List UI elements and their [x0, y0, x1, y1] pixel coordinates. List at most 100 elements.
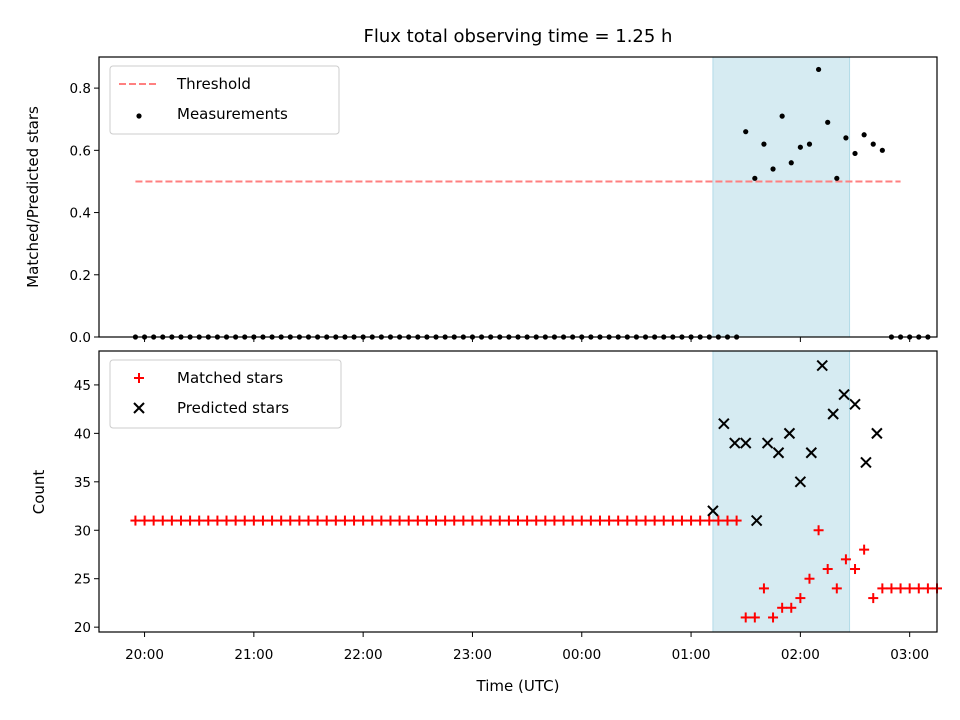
data-point	[750, 514, 763, 527]
y-tick-label: 0.4	[70, 206, 91, 222]
data-point	[585, 515, 596, 526]
data-point	[904, 583, 915, 594]
data-point	[795, 593, 806, 604]
y-tick-label: 40	[74, 426, 91, 442]
data-point	[631, 515, 642, 526]
data-point	[576, 515, 587, 526]
data-point	[752, 175, 758, 181]
y-tick-label: 0.0	[70, 330, 91, 346]
data-point	[385, 515, 396, 526]
data-point	[886, 583, 897, 594]
data-point	[440, 515, 451, 526]
data-point	[467, 515, 478, 526]
data-point	[166, 515, 177, 526]
data-point	[157, 515, 168, 526]
data-point	[816, 359, 828, 372]
data-point	[622, 515, 633, 526]
legend-swatch-plus	[134, 373, 144, 383]
y-tick-label: 0.2	[70, 268, 91, 284]
data-point	[604, 515, 615, 526]
legend: Matched stars Predicted stars	[109, 359, 342, 429]
data-point	[879, 147, 885, 153]
data-point	[640, 515, 651, 526]
data-point	[788, 160, 794, 166]
data-point	[394, 515, 405, 526]
data-point	[567, 515, 578, 526]
data-point	[376, 515, 387, 526]
data-point	[485, 515, 496, 526]
top-y-axis-label: Matched/Predicted stars	[24, 106, 42, 288]
x-tick-label: 03:00	[890, 647, 929, 663]
data-point	[740, 437, 752, 449]
data-point	[704, 515, 715, 526]
data-point	[895, 583, 906, 594]
data-point	[813, 525, 824, 536]
data-point	[859, 544, 870, 555]
x-axis-label: Time (UTC)	[476, 677, 560, 695]
data-point	[513, 515, 523, 526]
x-tick-label: 01:00	[672, 647, 711, 663]
data-point	[834, 175, 840, 181]
data-point	[877, 583, 888, 594]
data-point	[840, 554, 851, 565]
x-tick-label: 20:00	[125, 647, 164, 663]
data-point	[749, 612, 760, 623]
data-point	[649, 515, 660, 526]
data-point	[239, 515, 250, 526]
data-point	[203, 515, 214, 526]
data-point	[494, 515, 505, 526]
data-point	[321, 515, 332, 526]
data-point	[861, 132, 867, 138]
data-point	[806, 141, 813, 147]
legend-label: Threshold	[176, 75, 251, 93]
data-point	[849, 398, 861, 411]
data-point	[367, 515, 378, 526]
data-point	[686, 515, 697, 526]
data-point	[722, 515, 733, 526]
legend: Threshold Measurements	[109, 65, 340, 135]
data-point	[761, 141, 767, 147]
y-tick-label: 30	[74, 523, 91, 539]
x-tick-label: 23:00	[453, 647, 492, 663]
data-point	[676, 515, 687, 526]
data-point	[403, 515, 414, 526]
data-point	[349, 515, 360, 526]
y-tick-label: 0.8	[70, 81, 91, 97]
y-tick-label: 20	[74, 620, 91, 636]
y-tick-label: 25	[74, 572, 91, 588]
data-point	[797, 144, 803, 150]
data-point	[148, 515, 159, 526]
legend-label: Measurements	[177, 105, 288, 123]
data-point	[276, 515, 287, 526]
legend-swatch-x	[133, 402, 145, 414]
data-point	[667, 515, 678, 526]
data-point	[412, 515, 423, 526]
data-point	[815, 66, 822, 73]
data-point	[786, 602, 797, 613]
data-point	[476, 515, 487, 526]
data-point	[805, 447, 818, 459]
data-point	[312, 515, 323, 526]
data-point	[777, 602, 788, 613]
x-tick-label: 00:00	[562, 647, 601, 663]
data-point	[850, 564, 861, 575]
series-matched-stars	[130, 515, 942, 623]
data-point	[783, 427, 796, 440]
data-point	[729, 437, 741, 449]
data-point	[421, 515, 432, 526]
data-point	[822, 564, 833, 575]
data-point	[913, 583, 924, 594]
x-tick-label: 02:00	[781, 647, 820, 663]
data-point	[230, 515, 241, 526]
data-point	[175, 515, 186, 526]
data-point	[768, 612, 779, 623]
data-point	[825, 119, 831, 125]
data-point	[868, 593, 879, 604]
legend-label: Predicted stars	[177, 399, 289, 417]
series-predicted-stars	[707, 359, 883, 527]
data-point	[794, 476, 807, 488]
data-point	[558, 515, 569, 526]
data-point	[194, 515, 205, 526]
data-point	[695, 515, 706, 526]
